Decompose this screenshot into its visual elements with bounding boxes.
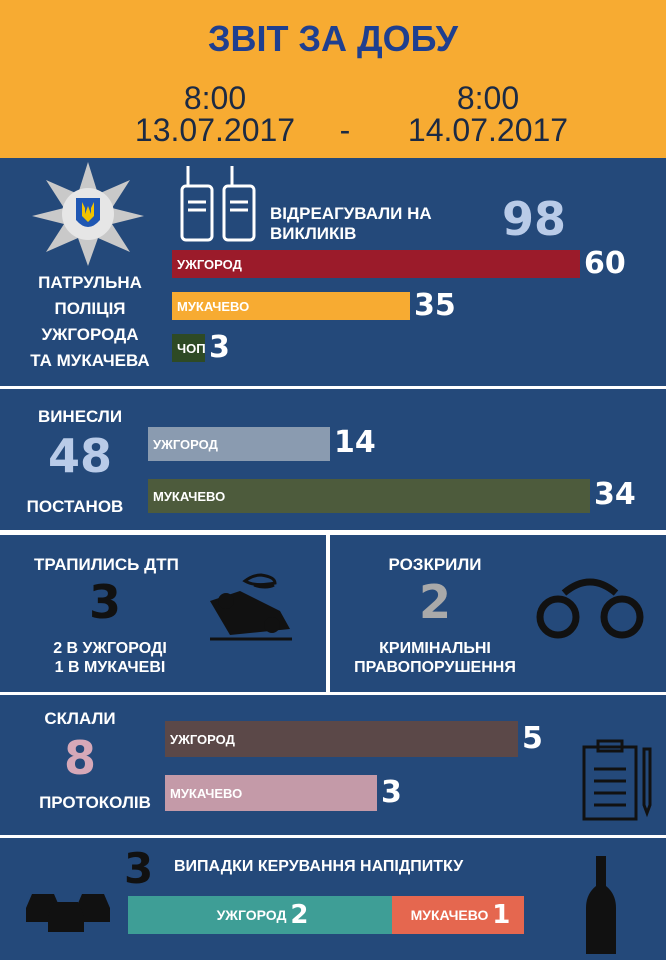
org-line: ПАТРУЛЬНА (38, 273, 142, 292)
detail-line: ПРАВОПОРУШЕННЯ (354, 659, 516, 676)
bar-segment: МУКАЧЕВО 1 (392, 896, 524, 934)
clipboard-icon (582, 739, 652, 821)
bar: МУКАЧЕВО (165, 775, 377, 811)
bar: УЖГОРОД (165, 721, 518, 757)
accidents-section: ТРАПИЛИСЬ ДТП 3 2 В УЖГОРОДІ 1 В МУКАЧЕВ… (0, 535, 326, 692)
bar-label: МУКАЧЕВО (153, 488, 226, 504)
accidents-label: ТРАПИЛИСЬ ДТП (34, 555, 179, 574)
crimes-details: КРИМІНАЛЬНІ ПРАВОПОРУШЕННЯ (330, 639, 540, 677)
bar-label: МУКАЧЕВО (177, 298, 250, 314)
protocols-total: 8 (63, 731, 96, 785)
org-line: УЖГОРОДА (41, 325, 139, 344)
bottle-icon (586, 856, 616, 954)
bar: ЧОП (172, 334, 206, 362)
bar-value: 2 (290, 900, 309, 930)
bar-value: 60 (584, 246, 626, 281)
bar-label: УЖГОРОД (216, 907, 287, 923)
from-time: 8:00 (183, 80, 247, 116)
bar-label: УЖГОРОД (170, 731, 235, 747)
bar-value: 3 (381, 775, 402, 810)
calls-label-line: ВИКЛИКІВ (270, 224, 357, 243)
separator: - (339, 112, 351, 148)
bar-label: УЖГОРОД (153, 436, 218, 452)
drunk-label: ВИПАДКИ КЕРУВАННЯ НАПІДПИТКУ (174, 858, 464, 875)
bar-value: 1 (492, 900, 511, 930)
protocols-label: СКЛАЛИ (44, 709, 116, 728)
org-name: ПАТРУЛЬНА ПОЛІЦІЯ УЖГОРОДА ТА МУКАЧЕВА (20, 270, 160, 374)
crash-icon (210, 573, 292, 641)
bar-value: 5 (522, 721, 543, 756)
rulings-total: 48 (47, 429, 112, 483)
title: ЗВІТ ЗА ДОБУ (207, 18, 459, 59)
bar: УЖГОРОД (148, 427, 330, 461)
bar-label: ЧОП (177, 340, 206, 356)
bar: МУКАЧЕВО (172, 292, 410, 320)
from-date: 13.07.2017 (134, 112, 296, 148)
header: ЗВІТ ЗА ДОБУ 8:00 13.07.2017 - 8:00 14.0… (0, 0, 666, 158)
rulings-label: ПОСТАНОВ (26, 497, 124, 516)
radio-icon (180, 166, 256, 242)
bar-segment: УЖГОРОД 2 (128, 896, 392, 934)
rulings-section: ВИНЕСЛИ 48 ПОСТАНОВ УЖГОРОД 14 МУКАЧЕВО … (0, 389, 666, 530)
to-time: 8:00 (456, 80, 520, 116)
calls-section: ПАТРУЛЬНА ПОЛІЦІЯ УЖГОРОДА ТА МУКАЧЕВА В… (0, 158, 666, 386)
bar-value: 3 (209, 330, 230, 365)
bar-label: УЖГОРОД (177, 256, 242, 272)
to-date: 14.07.2017 (407, 112, 569, 148)
detail-line: 1 В МУКАЧЕВІ (54, 659, 166, 676)
calls-label: ВІДРЕАГУВАЛИ НА ВИКЛИКІВ (270, 204, 432, 244)
bar-value: 14 (334, 425, 376, 460)
detail-line: 2 В УЖГОРОДІ (53, 640, 167, 657)
stacked-bar: УЖГОРОД 2 МУКАЧЕВО 1 (128, 896, 524, 934)
bar-label: МУКАЧЕВО (170, 785, 243, 801)
crimes-section: РОЗКРИЛИ 2 КРИМІНАЛЬНІ ПРАВОПОРУШЕННЯ (330, 535, 666, 692)
bar-value: 35 (414, 288, 456, 323)
bar-label: МУКАЧЕВО (410, 907, 489, 923)
org-line: ПОЛІЦІЯ (54, 299, 126, 318)
org-line: ТА МУКАЧЕВА (30, 351, 150, 370)
calls-total: 98 (502, 192, 567, 246)
cars-icon (26, 894, 110, 932)
accidents-total: 3 (88, 575, 121, 629)
calls-label-line: ВІДРЕАГУВАЛИ НА (270, 204, 432, 223)
drunk-total: 3 (124, 844, 154, 893)
bar: МУКАЧЕВО (148, 479, 590, 513)
detail-line: КРИМІНАЛЬНІ (379, 640, 491, 657)
drunk-section: 3 ВИПАДКИ КЕРУВАННЯ НАПІДПИТКУ УЖГОРОД 2… (0, 838, 666, 960)
handcuffs-icon (536, 578, 644, 639)
crimes-total: 2 (418, 575, 451, 629)
bar: УЖГОРОД (172, 250, 580, 278)
protocols-section: СКЛАЛИ 8 ПРОТОКОЛІВ УЖГОРОД 5 МУКАЧЕВО 3 (0, 695, 666, 835)
bar-value: 34 (594, 477, 636, 512)
crimes-label: РОЗКРИЛИ (388, 555, 482, 574)
protocols-label: ПРОТОКОЛІВ (39, 793, 151, 812)
accidents-details: 2 В УЖГОРОДІ 1 В МУКАЧЕВІ (20, 639, 200, 677)
rulings-label: ВИНЕСЛИ (37, 407, 123, 426)
police-badge (32, 162, 144, 266)
